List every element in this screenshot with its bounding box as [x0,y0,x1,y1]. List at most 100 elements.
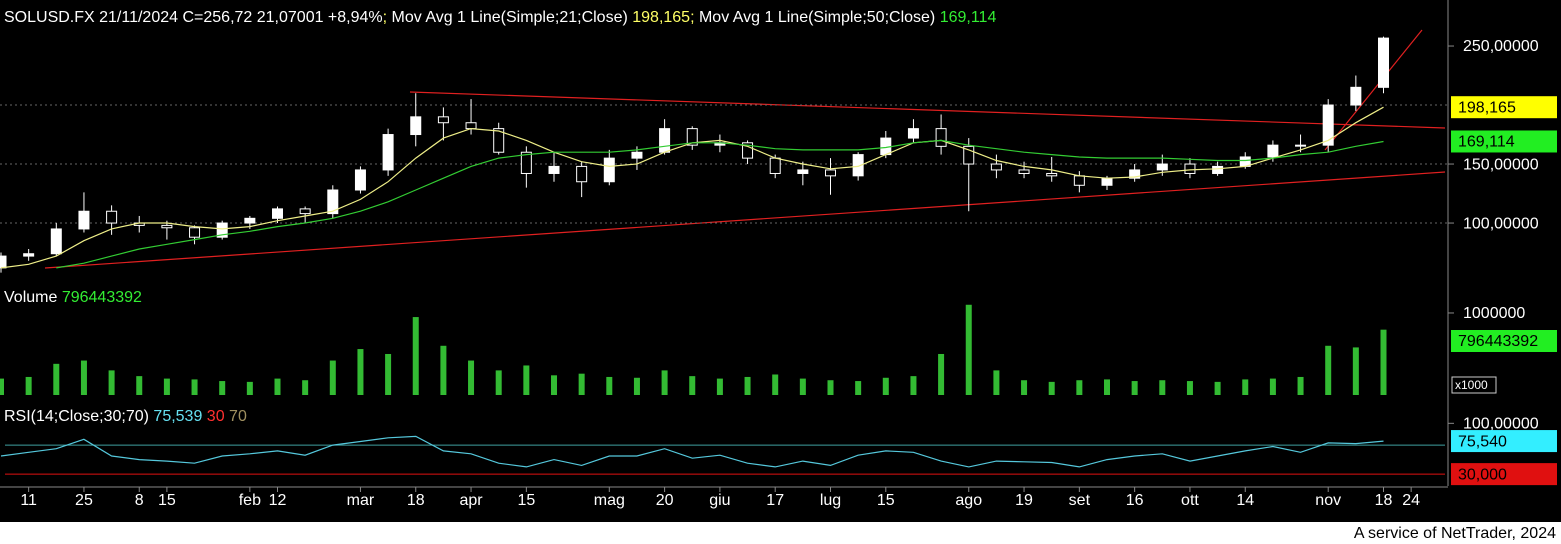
volume-bar [744,376,751,395]
scale-box [1451,376,1497,394]
volume-bar [0,378,4,395]
value-box-label: 796443392 [1458,333,1538,350]
candle-body [769,157,781,174]
x-tick-label: feb [239,492,261,509]
volume-bar [1048,381,1055,395]
x-tick-label: 17 [766,492,784,509]
x-tick-label: 15 [158,492,176,509]
x-tick-label: nov [1315,492,1341,509]
value-box-label: 198,165 [1458,99,1516,116]
volume-bar [1186,381,1193,395]
footer-band [0,522,1561,544]
volume-bar [661,370,668,395]
volume-bar [246,381,253,395]
candle-body [189,227,201,238]
header-part: 198,165; [628,9,695,26]
x-tick-label: set [1069,492,1091,509]
candle-body [50,228,62,255]
y-tick-label: 250,00000 [1463,38,1539,55]
volume-bar [108,370,115,395]
x-tick-label: 12 [269,492,287,509]
value-box-label: 169,114 [1458,134,1515,151]
volume-bar [716,378,723,395]
volume-bar [412,317,419,395]
candle-body [686,128,698,146]
volume-bar [633,377,640,395]
y-tick-label: 150,00000 [1463,156,1539,173]
volume-bar [302,380,309,395]
x-tick-label: 15 [517,492,535,509]
candle-body [106,210,118,224]
candle-body [327,189,339,215]
candle-body [1184,163,1196,174]
candle-body [742,142,754,159]
volume-bar [965,304,972,395]
volume-bar [689,376,696,395]
volume-bar [80,360,87,395]
volume-bar [440,345,447,395]
header-part: 30 [202,408,224,425]
volume-bar [1104,379,1110,395]
candle-body [382,134,394,171]
header-part: 796443392 [57,289,142,306]
value-box [1451,96,1557,119]
volume-bar [25,376,32,395]
candle-body [825,169,836,177]
x-tick-label: 11 [20,492,37,509]
x-tick-label: ago [955,492,982,509]
volume-bar [274,378,281,395]
y-tick-label: 100,00000 [1463,416,1539,433]
candle-body [0,255,7,269]
candle-body [23,253,35,257]
header-part: RSI(14;Close;30;70) [4,408,149,425]
candle-body [299,208,311,215]
volume-bar [1269,378,1276,395]
volume-bar [1076,380,1083,395]
x-tick-label: mag [594,492,625,509]
volume-bar [1021,380,1028,395]
trend-line [44,171,1446,269]
candle-body [1267,144,1279,158]
volume-bar [799,378,806,395]
header-part: 75,539 [149,408,202,425]
x-tick-label: 18 [407,492,425,509]
volume-bar [219,381,226,395]
panel-header: Volume 796443392 [4,289,142,306]
candle-body [465,122,477,130]
scale-label: x1000 [1455,378,1488,392]
volume-bar [938,353,945,395]
header-part: Volume [4,289,57,306]
trend-line [409,91,1446,129]
candle-body [437,116,449,124]
moving-average-line [56,139,1384,269]
volume-bar [1214,381,1221,395]
value-box [1451,430,1557,453]
volume-bar [53,363,60,395]
x-tick-label: giu [709,492,730,509]
x-tick-label: lug [820,492,841,509]
candle-body [1212,165,1224,174]
x-tick-label: 20 [656,492,674,509]
y-tick-label: 1000000 [1463,305,1525,322]
y-tick-label: 100,00000 [1463,215,1539,232]
volume-bar [910,376,917,395]
value-box [1451,130,1557,153]
volume-bar [1297,376,1304,395]
candle-body [963,145,975,165]
candle-body [161,224,173,229]
trend-line [1324,29,1423,151]
candle-body [410,116,422,136]
candle-body [852,154,864,177]
candle-body [907,128,919,139]
x-tick-label: 25 [75,492,93,509]
value-box [1451,463,1557,486]
volume-bar [523,365,530,395]
volume-bar [1159,380,1166,395]
candle-body [603,157,615,183]
candle-body [1018,169,1030,174]
x-tick-label: 8 [135,492,144,509]
value-box-label: 30,000 [1458,466,1507,483]
candle-body [272,208,283,219]
background [0,0,1561,522]
candle-body [216,222,228,238]
